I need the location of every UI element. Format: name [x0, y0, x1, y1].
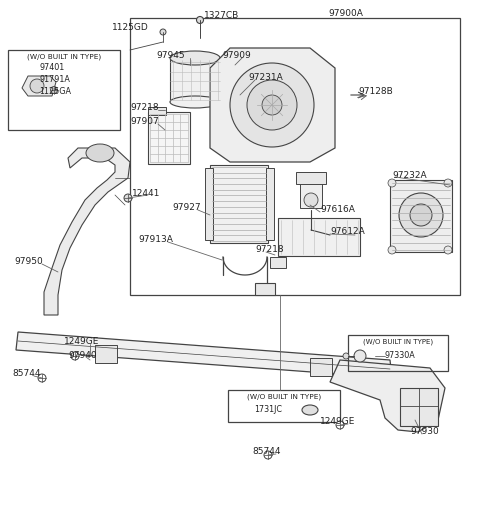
Text: 1249GE: 1249GE — [320, 418, 355, 427]
Circle shape — [196, 16, 204, 24]
Text: 85744: 85744 — [12, 369, 40, 379]
Circle shape — [262, 95, 282, 115]
Bar — [310, 358, 332, 376]
Circle shape — [399, 193, 443, 237]
Text: 12441: 12441 — [132, 188, 160, 197]
Circle shape — [38, 374, 46, 382]
Text: 97128B: 97128B — [358, 87, 393, 96]
Text: 97612A: 97612A — [330, 228, 365, 237]
Circle shape — [304, 193, 318, 207]
Circle shape — [30, 79, 44, 93]
Text: 97330A: 97330A — [384, 350, 415, 359]
Text: 97218: 97218 — [130, 104, 158, 113]
Bar — [148, 107, 166, 115]
Text: 1249GE: 1249GE — [64, 338, 99, 347]
Text: 1125GA: 1125GA — [39, 86, 71, 96]
Circle shape — [247, 80, 297, 130]
Text: 1327CB: 1327CB — [204, 12, 239, 21]
Bar — [255, 283, 275, 295]
Text: 1731JC: 1731JC — [254, 406, 282, 414]
Circle shape — [410, 204, 432, 226]
Text: 1125GD: 1125GD — [112, 23, 149, 32]
Bar — [170, 58, 220, 102]
Polygon shape — [44, 148, 130, 315]
Bar — [205, 168, 213, 240]
Circle shape — [444, 246, 452, 254]
Bar — [400, 388, 438, 426]
Bar — [130, 18, 460, 295]
Bar — [148, 112, 190, 164]
Text: 97616A: 97616A — [320, 206, 355, 215]
Bar — [390, 180, 452, 252]
Circle shape — [388, 179, 396, 187]
Text: 91791A: 91791A — [39, 76, 71, 85]
Bar — [228, 390, 340, 422]
Bar — [300, 180, 322, 208]
Circle shape — [388, 246, 396, 254]
Circle shape — [71, 352, 79, 360]
Bar — [296, 172, 326, 184]
Bar — [270, 257, 286, 268]
Text: 97232A: 97232A — [392, 170, 427, 179]
Text: 97218: 97218 — [255, 246, 284, 255]
Circle shape — [160, 29, 166, 35]
Bar — [210, 165, 268, 243]
Circle shape — [124, 194, 132, 202]
Polygon shape — [330, 360, 445, 432]
Circle shape — [343, 353, 349, 359]
Ellipse shape — [170, 51, 220, 65]
Circle shape — [230, 63, 314, 147]
Text: 97927: 97927 — [172, 204, 201, 213]
Circle shape — [264, 451, 272, 459]
Text: 97907: 97907 — [130, 117, 159, 126]
Text: (W/O BUILT IN TYPE): (W/O BUILT IN TYPE) — [27, 54, 101, 60]
Text: (W/O BUILT IN TYPE): (W/O BUILT IN TYPE) — [363, 339, 433, 345]
Text: 97900A: 97900A — [328, 9, 363, 18]
Ellipse shape — [170, 96, 220, 108]
Text: 97231A: 97231A — [248, 74, 283, 83]
Circle shape — [336, 421, 344, 429]
Text: (W/O BUILT IN TYPE): (W/O BUILT IN TYPE) — [247, 394, 321, 400]
Text: 97909: 97909 — [222, 52, 251, 60]
Text: 97950: 97950 — [14, 258, 43, 267]
Bar — [95, 345, 117, 363]
Text: 97945: 97945 — [156, 52, 185, 60]
Polygon shape — [22, 76, 56, 96]
Text: 97401: 97401 — [39, 64, 65, 73]
Bar — [348, 335, 448, 371]
Bar — [266, 168, 274, 240]
Ellipse shape — [86, 144, 114, 162]
Text: 97913A: 97913A — [138, 236, 173, 245]
Bar — [278, 218, 360, 256]
Circle shape — [444, 179, 452, 187]
Polygon shape — [16, 332, 392, 378]
Text: 97930: 97930 — [410, 428, 439, 437]
Text: 97940: 97940 — [68, 350, 96, 359]
Polygon shape — [210, 48, 335, 162]
Ellipse shape — [302, 405, 318, 415]
Circle shape — [354, 350, 366, 362]
Text: 85744: 85744 — [252, 448, 280, 457]
Circle shape — [50, 86, 58, 94]
Bar — [8, 50, 120, 130]
